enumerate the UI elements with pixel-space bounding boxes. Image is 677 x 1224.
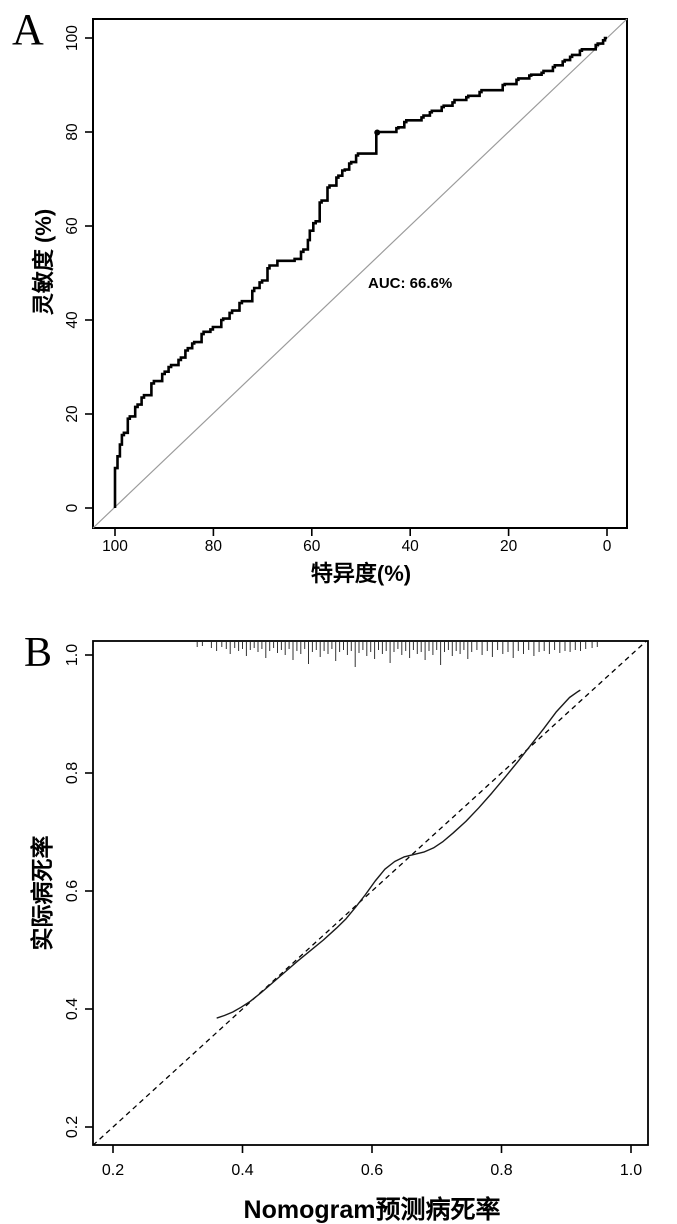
calibration-x-tick-label: 1.0: [620, 1162, 642, 1179]
roc-y-axis-title: 灵敏度 (%): [31, 208, 56, 316]
calibration-y-axis-title: 实际病死率: [29, 835, 55, 951]
calibration-x-axis-title: Nomogram预测病死率: [243, 1196, 501, 1224]
roc-x-tick-label: 100: [102, 538, 128, 555]
roc-y-tick-label: 0: [64, 503, 81, 512]
roc-x-tick-label: 80: [205, 538, 223, 555]
roc-y-tick-label: 60: [64, 217, 81, 235]
roc-y-tick-label: 40: [64, 311, 81, 329]
roc-y-tick-label: 100: [64, 25, 81, 51]
calibration-curve: [216, 689, 581, 1019]
roc-diagonal-reference-line: [92, 18, 628, 529]
calibration-x-tick-label: 0.6: [361, 1162, 383, 1179]
roc-threshold-dot: [374, 129, 381, 136]
roc-plot-box: [92, 18, 628, 529]
calibration-x-tick-label: 0.8: [490, 1162, 512, 1179]
roc-x-tick-label: 60: [303, 538, 321, 555]
roc-y-tick-label: 20: [64, 405, 81, 423]
calibration-x-tick-label: 0.2: [102, 1162, 124, 1179]
calibration-y-tick-label: 0.6: [64, 880, 81, 902]
roc-x-tick-label: 40: [402, 538, 420, 555]
calibration-y-tick-label: 1.0: [64, 644, 81, 666]
roc-y-tick-label: 80: [64, 123, 81, 141]
calibration-y-tick-label: 0.4: [64, 998, 81, 1020]
calibration-ideal-line: [92, 640, 647, 1146]
roc-x-axis-title: 特异度(%): [310, 561, 412, 586]
calibration-x-tick-label: 0.4: [231, 1162, 253, 1179]
roc-x-tick-label: 0: [603, 538, 612, 555]
panel-b-letter: B: [24, 630, 53, 676]
roc-x-tick-label: 20: [500, 538, 518, 555]
roc-curve: [113, 36, 607, 508]
calibration-y-tick-label: 0.2: [64, 1116, 81, 1138]
calibration-plot-box: [92, 640, 649, 1146]
calibration-y-tick-label: 0.8: [64, 762, 81, 784]
panel-a-letter: A: [12, 5, 44, 54]
auc-annotation: AUC: 66.6%: [368, 275, 452, 292]
